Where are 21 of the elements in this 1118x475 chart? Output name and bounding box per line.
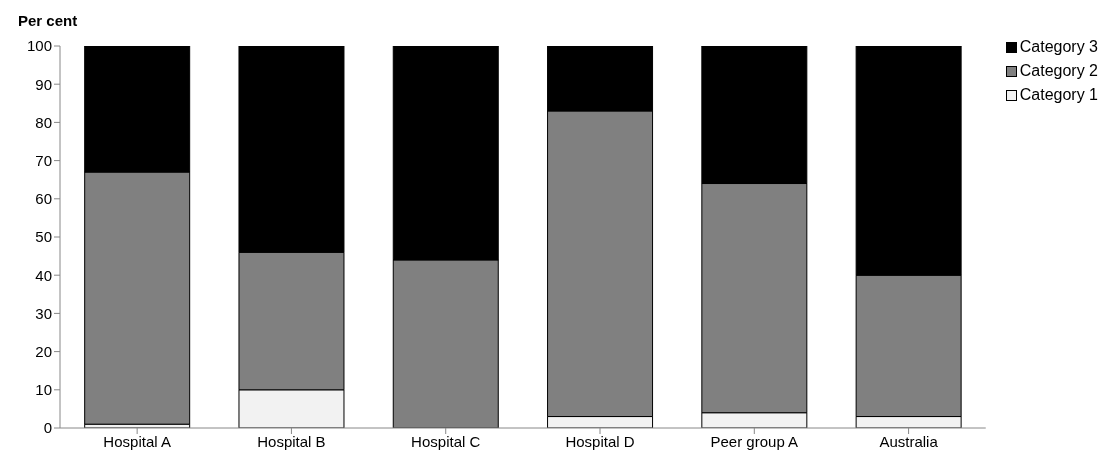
y-tick-label: 20 bbox=[35, 342, 52, 360]
y-tick-label: 0 bbox=[43, 419, 52, 437]
y-tick-label: 70 bbox=[35, 151, 52, 169]
x-tick-label: Hospital C bbox=[411, 432, 481, 450]
x-tick-label: Hospital B bbox=[257, 432, 326, 450]
y-axis-title: Per cent bbox=[18, 12, 78, 29]
legend-label: Category 1 bbox=[1019, 86, 1098, 104]
y-tick-label: 90 bbox=[35, 75, 52, 93]
x-tick-label: Hospital D bbox=[565, 432, 635, 450]
y-tick-label: 30 bbox=[35, 304, 52, 322]
y-tick-label: 100 bbox=[26, 37, 52, 55]
x-tick-label: Peer group A bbox=[710, 432, 799, 450]
x-tick-label: Hospital A bbox=[103, 432, 171, 450]
y-tick-label: 50 bbox=[35, 228, 52, 246]
y-tick-label: 10 bbox=[35, 381, 52, 399]
y-tick-label: 60 bbox=[35, 190, 52, 208]
legend-label: Category 3 bbox=[1019, 38, 1098, 56]
legend-label: Category 2 bbox=[1019, 62, 1098, 80]
y-tick-label: 40 bbox=[35, 266, 52, 284]
y-tick-label: 80 bbox=[35, 113, 52, 131]
x-tick-label: Australia bbox=[879, 432, 939, 450]
